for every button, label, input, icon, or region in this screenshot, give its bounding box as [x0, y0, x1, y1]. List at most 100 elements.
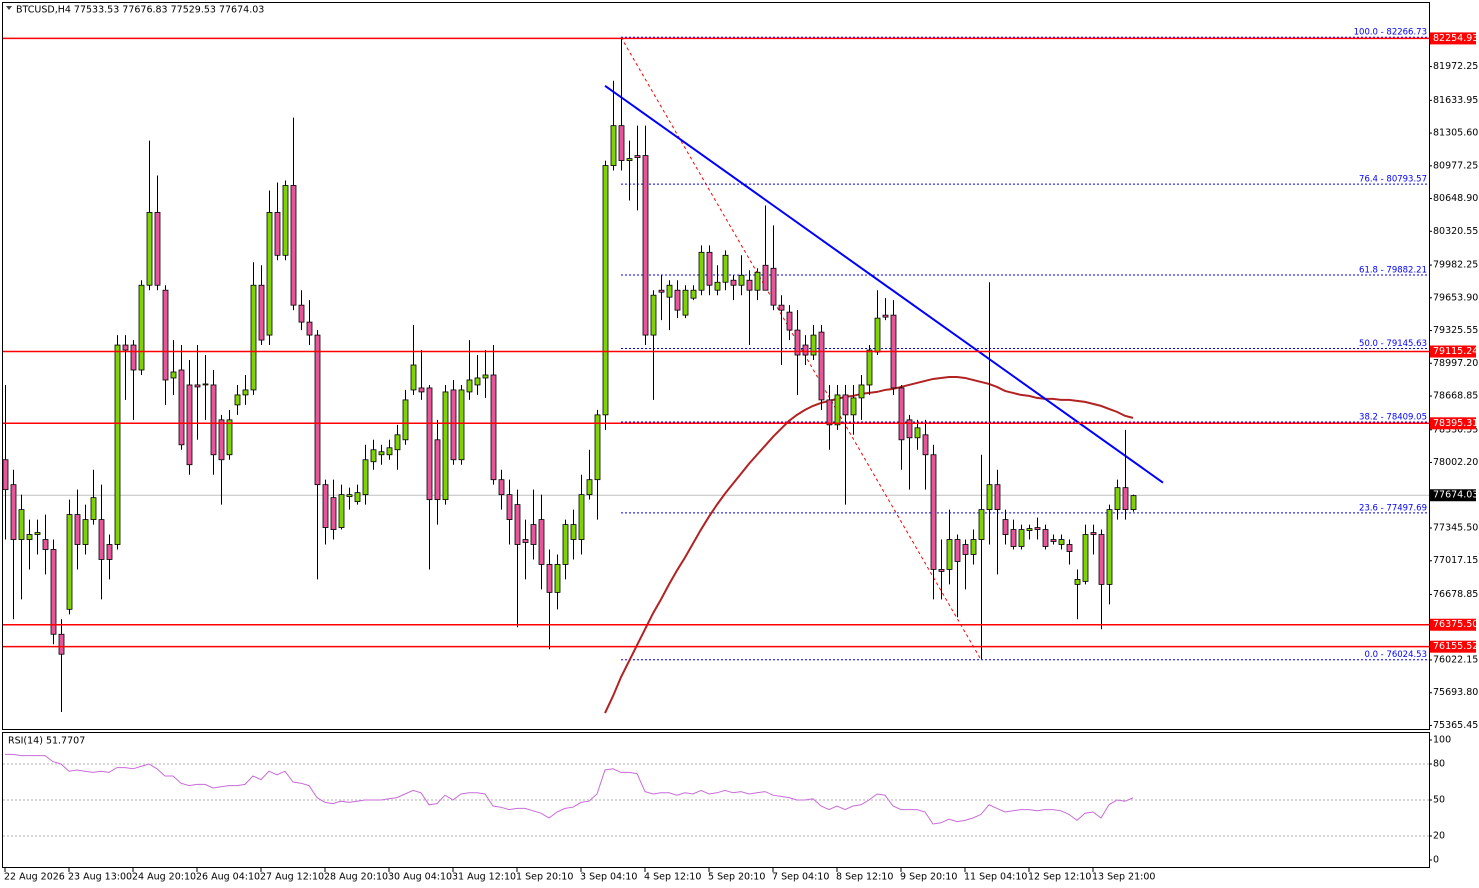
y-tick-label: 78002.20 — [1433, 457, 1478, 468]
candle-body — [802, 344, 809, 356]
chart-title: BTCUSD,H4 77533.53 77676.83 77529.53 776… — [16, 5, 264, 16]
x-tick-label: 31 Aug 12:10 — [452, 872, 516, 883]
x-tick-label: 9 Sep 20:10 — [900, 872, 957, 883]
candle-body — [698, 251, 705, 291]
y-tick-label: 20 — [1433, 830, 1445, 841]
y-tick-label: 79653.90 — [1433, 292, 1478, 303]
candle-body — [306, 321, 313, 336]
candle-body — [234, 394, 241, 406]
candle-body — [1034, 527, 1041, 530]
candle-body — [258, 284, 265, 341]
candle-body — [834, 394, 841, 426]
candle-body — [378, 451, 385, 456]
candle-body — [282, 185, 289, 256]
main-panel — [2, 2, 1430, 730]
y-tick-label: 80648.90 — [1433, 193, 1478, 204]
x-tick-label: 24 Aug 20:10 — [132, 872, 196, 883]
candle-body — [114, 344, 121, 545]
y-tick-label: 75365.45 — [1433, 720, 1478, 731]
candle-body — [34, 532, 41, 535]
level-tag-label: 76155.52 — [1433, 641, 1478, 652]
candle-body — [714, 281, 721, 291]
candle-body — [82, 519, 89, 545]
candle-body — [450, 389, 457, 461]
y-tick-label: 76022.15 — [1433, 654, 1478, 665]
candle-body — [906, 419, 913, 439]
candle-body — [66, 514, 73, 610]
candle-body — [1074, 579, 1081, 585]
candle-body — [730, 279, 737, 286]
candle-body — [650, 294, 657, 336]
candle-body — [1010, 529, 1017, 547]
candle-body — [1026, 528, 1033, 531]
candle-body — [434, 439, 441, 501]
candle-body — [914, 427, 921, 439]
candle-body — [850, 397, 857, 416]
candle-body — [10, 484, 17, 540]
rsi-line — [5, 753, 1134, 825]
y-tick-label: 80 — [1433, 758, 1445, 769]
candle-body — [482, 374, 489, 379]
x-tick-label: 28 Aug 20:10 — [324, 872, 388, 883]
y-tick-label: 79982.25 — [1433, 260, 1478, 271]
candle-body — [1090, 532, 1097, 535]
candle-body — [266, 212, 273, 336]
candle-body — [930, 454, 937, 570]
x-tick-label: 11 Sep 04:10 — [964, 872, 1027, 883]
x-tick-label: 4 Sep 12:10 — [644, 872, 701, 883]
candle-body — [986, 484, 993, 511]
candle-body — [1002, 519, 1009, 535]
candle-body — [426, 387, 433, 501]
fib-label: 23.6 - 77497.69 — [1359, 503, 1427, 513]
candle-body — [954, 539, 961, 562]
candle-body — [594, 414, 601, 481]
x-tick-label: 30 Aug 04:10 — [388, 872, 452, 883]
fib-label: 100.0 - 82266.73 — [1354, 28, 1427, 38]
candle-body — [338, 494, 345, 528]
candle-body — [818, 331, 825, 401]
candle-body — [754, 271, 761, 291]
fib-label: 61.8 - 79882.21 — [1359, 266, 1427, 276]
y-tick-label: 76678.85 — [1433, 589, 1478, 600]
candle-body — [242, 389, 249, 396]
level-tag-label: 82254.93 — [1433, 33, 1478, 44]
candle-body — [618, 125, 625, 161]
x-tick-label: 8 Sep 12:10 — [836, 872, 893, 883]
x-tick-label: 5 Sep 20:10 — [708, 872, 765, 883]
y-tick-label: 78330.55 — [1433, 424, 1478, 435]
candle-body — [866, 349, 873, 386]
candle-body — [170, 371, 177, 379]
candle-body — [250, 284, 257, 391]
candle-body — [722, 254, 729, 283]
candle-body — [706, 251, 713, 286]
fib-label: 38.2 - 78409.05 — [1359, 412, 1427, 422]
candle-body — [1058, 539, 1065, 545]
candle-body — [666, 284, 673, 298]
candle-body — [154, 212, 161, 286]
candle-body — [690, 289, 697, 299]
y-tick-label: 80977.25 — [1433, 160, 1478, 171]
plot-layer: 81972.25 81633.95 81305.60 80977.25 80648.90… — [2, 28, 1478, 883]
candle-body — [218, 419, 225, 461]
y-tick-label: 79325.55 — [1433, 325, 1478, 336]
candle-body — [554, 564, 561, 593]
candle-body — [202, 383, 209, 386]
candle-body — [186, 384, 193, 466]
x-tick-label: 12 Sep 12:10 — [1028, 872, 1091, 883]
candle-body — [738, 274, 745, 286]
candle-body — [602, 165, 609, 416]
x-tick-label: 26 Aug 04:10 — [196, 872, 260, 883]
candle-body — [490, 374, 497, 481]
candle-body — [1018, 529, 1025, 547]
candle-body — [402, 399, 409, 441]
candle-body — [290, 185, 297, 306]
candle-body — [130, 344, 137, 371]
candle-body — [514, 504, 521, 545]
candle-body — [18, 509, 25, 540]
candle-body — [626, 158, 633, 161]
candle-body — [962, 544, 969, 555]
y-tick-label: 100 — [1433, 734, 1451, 745]
candle-body — [90, 497, 97, 520]
candle-body — [1042, 529, 1049, 547]
